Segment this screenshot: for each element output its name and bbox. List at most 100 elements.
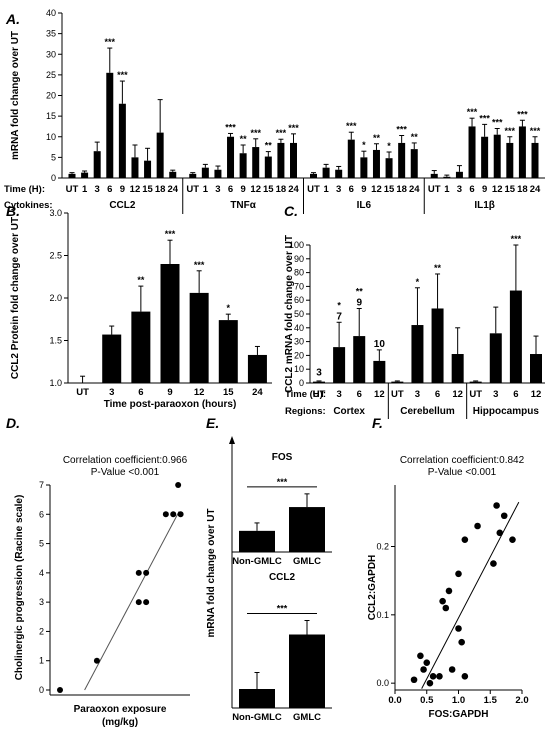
a-bar bbox=[322, 167, 330, 178]
a-bar bbox=[443, 176, 451, 178]
a-sig-marker: ** bbox=[240, 134, 248, 144]
b-sig-marker: *** bbox=[165, 229, 176, 239]
a-time-label: 6 bbox=[469, 184, 474, 195]
b-bar bbox=[189, 292, 209, 383]
c-ytick-label: 90 bbox=[294, 254, 304, 264]
f-data-point bbox=[455, 570, 462, 578]
c-time-label: 6 bbox=[513, 389, 518, 400]
a-sig-marker: *** bbox=[492, 118, 503, 128]
a-time-label: 1 bbox=[82, 184, 88, 195]
a-bar bbox=[68, 173, 76, 178]
a-time-label: 12 bbox=[492, 184, 503, 195]
c-sample-count: 7 bbox=[336, 311, 342, 322]
c-y-axis-title: CCL2 mRNA fold change over UT bbox=[284, 235, 295, 393]
a-time-label: 18 bbox=[155, 184, 166, 195]
d-data-point bbox=[175, 482, 182, 488]
e-y-axis-title: mRNA fold change over UT bbox=[206, 508, 217, 637]
b-xtick-label: UT bbox=[76, 387, 89, 398]
a-time-label: UT bbox=[66, 184, 79, 195]
b-bar bbox=[218, 320, 238, 383]
d-data-point bbox=[135, 599, 142, 606]
a-time-label: 24 bbox=[409, 184, 420, 195]
d-ytick-label: 7 bbox=[39, 480, 44, 490]
a-bar bbox=[290, 142, 297, 178]
c-ytick-label: 20 bbox=[294, 350, 304, 360]
a-bar bbox=[518, 126, 526, 178]
f-data-point bbox=[439, 597, 446, 605]
a-sig-marker: *** bbox=[105, 37, 116, 47]
b-bar bbox=[247, 354, 267, 383]
f-data-point bbox=[442, 604, 450, 612]
a-bar bbox=[506, 142, 514, 178]
f-data-point bbox=[461, 536, 469, 543]
b-xtick-label: 3 bbox=[109, 387, 114, 398]
a-bar bbox=[227, 136, 235, 178]
d-ytick-label: 6 bbox=[39, 509, 44, 519]
c-bar bbox=[333, 347, 346, 383]
e-xtick-label: Non-GMLC bbox=[232, 712, 282, 723]
f-xtick-label: 1.5 bbox=[484, 695, 498, 706]
a-ytick-label: 25 bbox=[46, 70, 56, 80]
a-time-label: 3 bbox=[215, 184, 220, 195]
c-ytick-label: 100 bbox=[289, 240, 304, 250]
a-bar bbox=[481, 136, 489, 178]
a-bar bbox=[156, 132, 164, 178]
a-group-label: CCL2 bbox=[109, 200, 136, 211]
e-sig-marker: *** bbox=[277, 604, 288, 614]
b-sig-marker: ** bbox=[137, 275, 145, 285]
e-subchart-title: CCL2 bbox=[269, 572, 296, 583]
c-ytick-label: 60 bbox=[294, 295, 304, 305]
c-bar bbox=[313, 381, 325, 383]
d-data-point bbox=[135, 569, 142, 576]
b-ytick-label: 3.0 bbox=[49, 208, 62, 218]
d-data-point bbox=[143, 569, 150, 576]
d-data-point bbox=[177, 511, 184, 518]
f-xtick-label: 1.0 bbox=[452, 695, 465, 706]
a-time-label: 24 bbox=[530, 184, 541, 195]
c-ytick-label: 80 bbox=[294, 268, 304, 278]
a-bar bbox=[372, 149, 380, 178]
a-bar bbox=[360, 157, 368, 178]
panel-label-b: B. bbox=[6, 203, 20, 219]
f-data-point bbox=[493, 502, 500, 509]
a-ytick-label: 5 bbox=[51, 152, 56, 162]
e-xtick-label: Non-GMLC bbox=[232, 556, 282, 567]
d-y-axis-title: Cholinergic progression (Racine scale) bbox=[14, 495, 25, 681]
d-data-point bbox=[57, 687, 63, 693]
a-time-label: 6 bbox=[228, 184, 233, 195]
a-bar bbox=[385, 158, 393, 178]
a-sig-marker: *** bbox=[225, 122, 236, 132]
b-sig-marker: * bbox=[227, 303, 231, 313]
a-time-label: 9 bbox=[361, 184, 366, 195]
b-bar bbox=[131, 311, 151, 383]
a-time-label: 9 bbox=[120, 184, 125, 195]
f-data-point bbox=[417, 652, 424, 660]
f-ytick-label: 0.1 bbox=[376, 610, 389, 620]
e-xtick-label: GMLC bbox=[293, 556, 321, 567]
c-time-row-label: Time (H): bbox=[285, 389, 326, 400]
c-time-label: 12 bbox=[452, 389, 463, 400]
a-time-label: 18 bbox=[276, 184, 287, 195]
a-ytick-label: 30 bbox=[46, 49, 56, 59]
b-bar bbox=[102, 334, 122, 383]
a-sig-marker: *** bbox=[479, 113, 490, 123]
a-sig-marker: *** bbox=[288, 123, 299, 133]
a-sig-marker: * bbox=[362, 140, 366, 150]
d-data-point bbox=[170, 511, 177, 518]
a-ytick-label: 10 bbox=[46, 132, 56, 142]
c-time-label: UT bbox=[469, 389, 482, 400]
e-bar bbox=[239, 530, 275, 552]
a-sig-marker: ** bbox=[373, 133, 381, 143]
a-time-row-label: Time (H): bbox=[4, 184, 45, 195]
c-time-label: UT bbox=[391, 389, 404, 400]
c-ytick-label: 10 bbox=[294, 364, 304, 374]
d-data-point bbox=[143, 599, 150, 606]
a-bar bbox=[144, 160, 152, 178]
c-time-label: 3 bbox=[493, 389, 498, 400]
c-bar bbox=[391, 381, 404, 383]
d-chart-subtitle: P-Value <0.001 bbox=[91, 467, 160, 478]
a-bar bbox=[531, 142, 539, 178]
b-xtick-label: 12 bbox=[194, 387, 205, 398]
f-data-point bbox=[500, 512, 508, 520]
